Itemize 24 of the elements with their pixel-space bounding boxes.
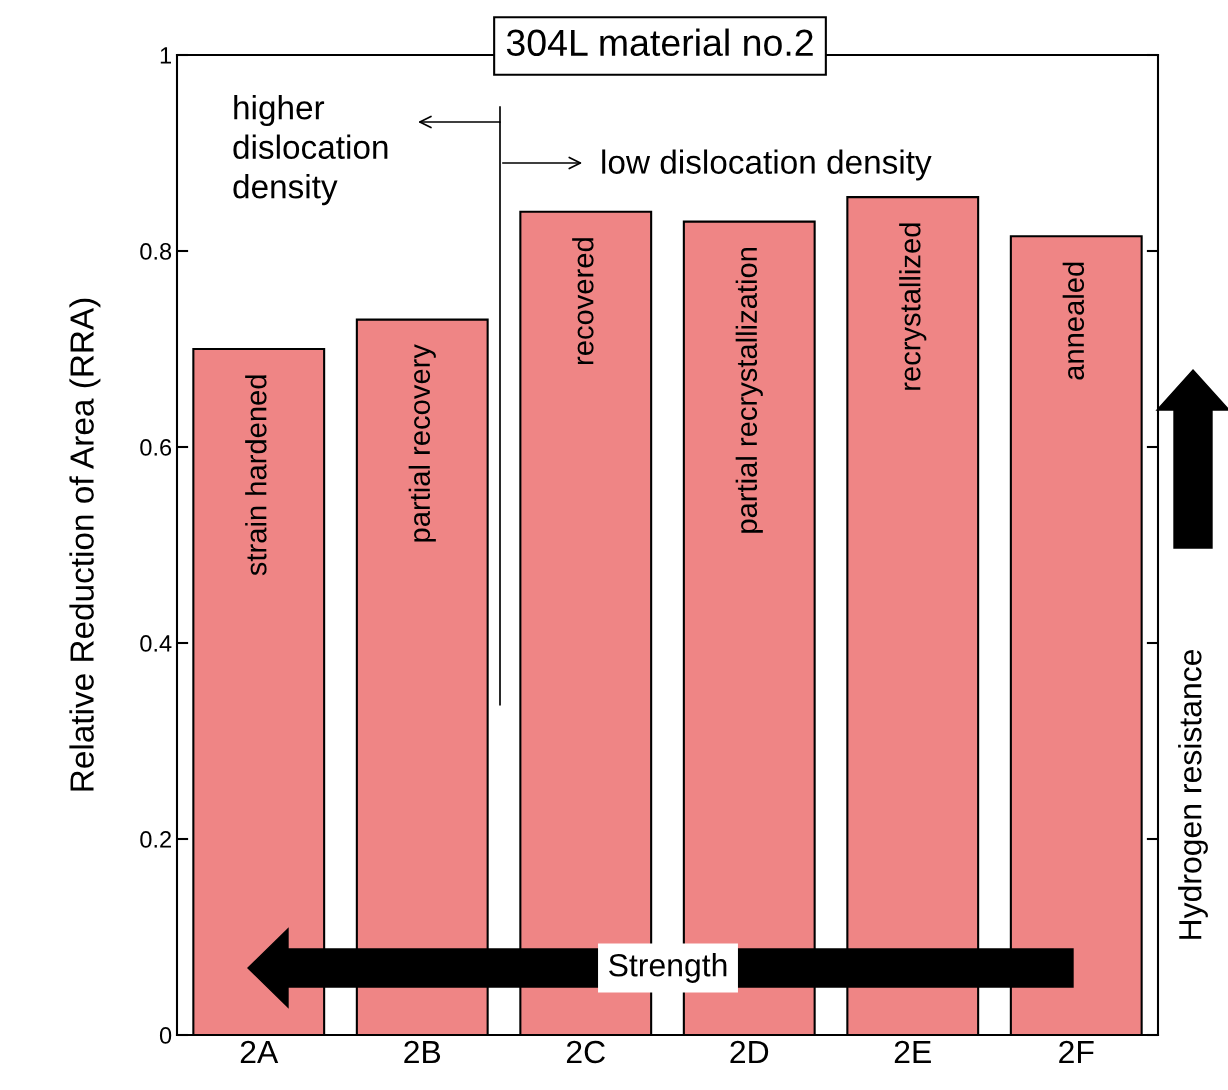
annotation: partial recrystallization [735,247,763,533]
annotation: annealed [1062,262,1085,380]
text: Hydrogen resistance [1178,649,1208,939]
y-tick-label: 0.8 [140,243,172,260]
annotation: recovered [572,238,594,365]
annotation: Strength [609,953,727,983]
x-tick-label: 2E [894,1040,931,1064]
annotation: recrystallized [899,223,927,390]
annotation: higher dislocation density [233,95,388,206]
x-tick-label: 2C [566,1040,605,1064]
y-tick-label: 0.6 [140,439,172,456]
annotation: partial recovery [408,344,436,542]
y-tick-label: 0.2 [140,831,171,848]
y-tick-label: 1 [160,47,171,64]
x-tick-label: 2B [404,1040,441,1064]
y-tick-label: 0.4 [140,635,172,652]
annotation: strain hardened [245,375,267,576]
x-tick-label: 2D [730,1040,769,1064]
y-axis-title: Relative Reduction of Area (RRA) [69,298,101,791]
annotation: low dislocation density [602,149,932,181]
chart-title: 304L material no.2 [506,28,813,57]
x-tick-label: 2F [1059,1040,1094,1064]
y-tick-label: 0 [159,1027,172,1044]
x-tick-label: 2A [240,1040,279,1064]
